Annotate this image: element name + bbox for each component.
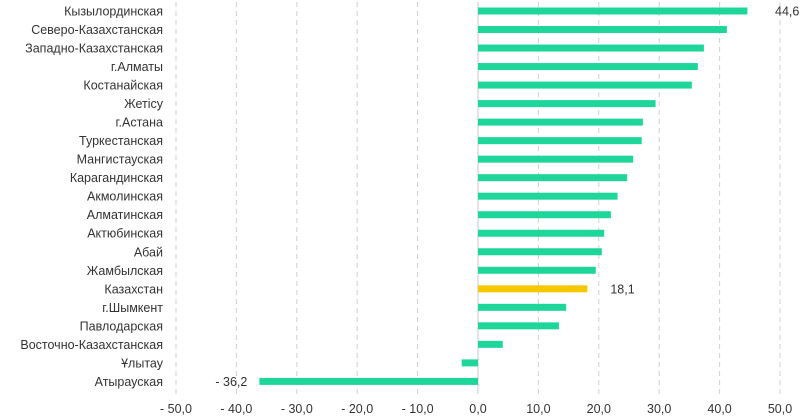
bar bbox=[478, 44, 704, 52]
bar bbox=[478, 26, 727, 34]
category-label: Абай bbox=[134, 245, 163, 259]
category-label: Жетісу bbox=[124, 97, 164, 111]
x-tick-label: - 20,0 bbox=[341, 402, 373, 416]
x-tick-label: - 40,0 bbox=[220, 402, 252, 416]
bar bbox=[478, 229, 605, 237]
x-tick-label: - 30,0 bbox=[281, 402, 313, 416]
bar bbox=[478, 100, 656, 108]
x-tick-label: - 10,0 bbox=[402, 402, 434, 416]
category-label: Казахстан bbox=[104, 282, 163, 296]
bars bbox=[259, 7, 748, 385]
category-label: Карагандинская bbox=[70, 171, 163, 185]
category-label: Атырауская bbox=[95, 375, 163, 389]
x-tick-label: 20,0 bbox=[587, 402, 611, 416]
bar bbox=[478, 340, 503, 348]
bar bbox=[478, 248, 602, 256]
bar bbox=[478, 192, 618, 200]
category-label: Туркестанская bbox=[79, 134, 163, 148]
category-label: г.Шымкент bbox=[102, 301, 163, 315]
x-tick-label: - 50,0 bbox=[160, 402, 192, 416]
bar bbox=[478, 266, 596, 274]
bar bbox=[478, 7, 748, 15]
category-label: Северо-Казахстанская bbox=[31, 23, 163, 37]
bar bbox=[478, 303, 567, 311]
category-label: Алматинская bbox=[87, 208, 163, 222]
category-labels: Кызылординская Северо-Казахстанская Западн… bbox=[20, 5, 163, 389]
category-label: Павлодарская bbox=[80, 319, 163, 333]
x-tick-label: 0,0 bbox=[469, 402, 486, 416]
data-label: 18,1 bbox=[610, 282, 634, 296]
category-label: Восточно-Казахстанская bbox=[20, 338, 163, 352]
bar bbox=[478, 174, 628, 182]
category-label: Костанайская bbox=[83, 79, 163, 93]
bar bbox=[259, 377, 478, 385]
x-tick-label: 10,0 bbox=[526, 402, 550, 416]
bar bbox=[478, 322, 559, 330]
data-label: 44,6 bbox=[775, 5, 799, 19]
x-tick-label: 30,0 bbox=[647, 402, 671, 416]
category-label: Кызылординская bbox=[64, 5, 163, 19]
bar bbox=[478, 63, 698, 71]
x-axis-tick-labels: - 50,0 - 40,0 - 30,0 - 20,0 - 10,0 0,0 10,0 20,… bbox=[160, 402, 792, 416]
bar bbox=[478, 211, 611, 219]
category-label: Жамбылская bbox=[87, 264, 163, 278]
category-label: г.Астана bbox=[116, 116, 164, 130]
x-tick-label: 50,0 bbox=[768, 402, 792, 416]
category-label: Ұлытау bbox=[121, 356, 164, 370]
data-label: - 36,2 bbox=[215, 375, 247, 389]
category-label: г.Алматы bbox=[111, 60, 163, 74]
category-label: Акмолинская bbox=[87, 190, 163, 204]
x-tick-label: 40,0 bbox=[707, 402, 731, 416]
data-labels: 44,6 18,1 - 36,2 bbox=[215, 5, 799, 389]
bar bbox=[478, 137, 642, 145]
category-label: Мангистауская bbox=[77, 153, 163, 167]
category-label: Западно-Казахстанская bbox=[25, 42, 163, 56]
bar bbox=[478, 81, 692, 89]
bar bbox=[478, 155, 634, 163]
category-label: Актюбинская bbox=[87, 227, 163, 241]
bar bbox=[461, 359, 478, 367]
bar bbox=[478, 118, 643, 126]
bar bbox=[478, 285, 588, 293]
